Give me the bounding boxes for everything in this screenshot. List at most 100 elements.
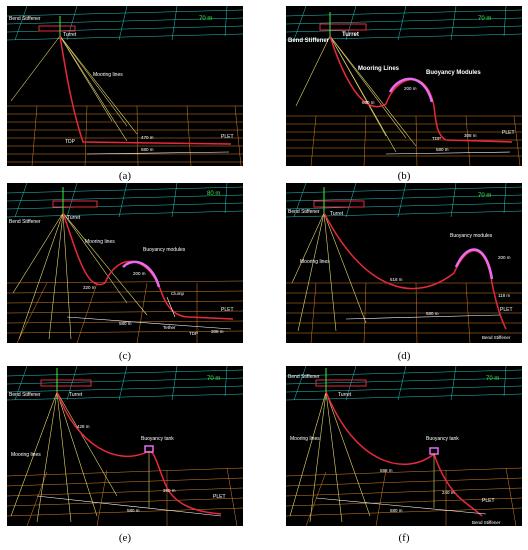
mooring-label: Mooring Lines bbox=[358, 66, 400, 72]
bend-stiffener-label-2: Bend Stiffener bbox=[482, 335, 511, 340]
depth-label: 80 m bbox=[207, 191, 220, 197]
surface-grid bbox=[286, 183, 522, 218]
depth-label: 70 m bbox=[478, 193, 491, 199]
tether-line bbox=[166, 296, 176, 318]
turret-label: Turret bbox=[63, 32, 77, 38]
clump-label: Clump bbox=[171, 291, 185, 296]
distance-label-2: 580 m bbox=[436, 147, 449, 152]
tether-label: Tether bbox=[163, 325, 176, 330]
distance-label-2: 580 m bbox=[426, 311, 439, 316]
mooring-label: Mooring lines bbox=[93, 72, 123, 78]
distance-label-2: 580 m bbox=[127, 508, 140, 513]
length-label-1: 588 m bbox=[380, 468, 393, 473]
buoyancy-modules-icon bbox=[454, 248, 494, 280]
riser-line bbox=[325, 391, 483, 517]
buoyancy-label: Buoyancy tank bbox=[141, 436, 174, 442]
turret-icon bbox=[52, 200, 98, 208]
distance-label-1: 350 m bbox=[163, 488, 176, 493]
depth-label: 70 m bbox=[478, 16, 491, 22]
buoyancy-label: Buoyancy modules bbox=[450, 233, 493, 239]
dimension-line bbox=[315, 497, 487, 515]
panel-d: 70 m Bend Stiffener Turret Mooring lines… bbox=[286, 183, 522, 343]
plet-label: PLET bbox=[221, 134, 234, 140]
bend-stiffener-label: Bend Stiffener bbox=[9, 392, 41, 398]
mooring-label: Mooring lines bbox=[290, 436, 320, 442]
mooring-label: Mooring lines bbox=[85, 239, 115, 245]
length-label-2: 200 m bbox=[133, 271, 146, 276]
turret-icon bbox=[313, 200, 365, 208]
buoyancy-modules-icon bbox=[122, 260, 161, 288]
length-label-2: 200 m bbox=[404, 86, 417, 91]
mooring-lines bbox=[10, 35, 138, 142]
seabed-grid bbox=[7, 105, 243, 166]
seabed-grid bbox=[286, 467, 522, 526]
distance-label-2: 580 m bbox=[390, 508, 403, 513]
riser-line bbox=[56, 391, 222, 515]
mooring-lines bbox=[10, 391, 118, 523]
bend-stiffener-label-2: Bend Stiffener bbox=[472, 520, 501, 525]
bend-stiffener-label: Bend Stiffener bbox=[288, 209, 320, 215]
bend-stiffener-label: Bend Stiffener bbox=[288, 38, 330, 44]
panel-b: 70 m Bend Stiffener Turret Mooring Lines… bbox=[286, 6, 522, 166]
turret-icon bbox=[319, 23, 367, 31]
turret-icon bbox=[40, 379, 92, 387]
distance-label-2: 580 m bbox=[119, 321, 132, 326]
riser-line bbox=[323, 212, 507, 330]
caption-e: (e) bbox=[118, 532, 132, 544]
plet-label: PLET bbox=[213, 494, 226, 500]
mooring-lines bbox=[289, 391, 371, 523]
surface-grid bbox=[7, 6, 243, 41]
dimension-line bbox=[86, 151, 230, 155]
length-label-1: 320 m bbox=[83, 285, 96, 290]
turret-label: Turret bbox=[342, 32, 359, 38]
dimension-line bbox=[66, 316, 232, 330]
mooring-label: Mooring lines bbox=[300, 259, 330, 265]
dimension-line bbox=[36, 495, 222, 517]
distance-label-1: 240 m bbox=[442, 490, 455, 495]
caption-f: (f) bbox=[398, 532, 410, 544]
dimension-line bbox=[345, 314, 501, 320]
buoyancy-label: Buoyancy tank bbox=[426, 436, 459, 442]
turret-icon bbox=[315, 379, 367, 387]
caption-d: (d) bbox=[397, 350, 411, 362]
buoyancy-label: Buoyancy modules bbox=[143, 247, 186, 253]
seabed-grid bbox=[7, 467, 243, 526]
buoyancy-label: Buoyancy Modules bbox=[426, 70, 481, 76]
buoyancy-modules-icon bbox=[388, 77, 434, 103]
bend-stiffener-label: Bend Stiffener bbox=[288, 374, 320, 380]
turret-label: Turret bbox=[69, 392, 83, 398]
mooring-label: Mooring lines bbox=[11, 452, 41, 458]
depth-label: 70 m bbox=[207, 376, 220, 382]
tdp-label: TDP bbox=[189, 331, 198, 336]
length-label-1: 518 m bbox=[390, 277, 403, 282]
plet-label: PLET bbox=[500, 307, 513, 313]
panel-f-scene: 70 m Bend Stiffener Turret Mooring lines… bbox=[286, 366, 522, 526]
panel-a: 70 m Bend Stiffener Turret Mooring lines… bbox=[7, 6, 243, 166]
seabed-grid bbox=[7, 280, 243, 343]
panel-c: 80 m Bend Stiffener Turret Mooring lines… bbox=[7, 183, 243, 343]
caption-b: (b) bbox=[397, 170, 411, 182]
bend-stiffener-label: Bend Stiffener bbox=[9, 16, 41, 22]
bend-stiffener-label: Bend Stiffener bbox=[9, 219, 41, 225]
plet-label: PLET bbox=[502, 130, 515, 136]
depth-label: 70 m bbox=[199, 16, 212, 22]
mooring-lines bbox=[295, 35, 417, 153]
plet-label: PLET bbox=[482, 498, 495, 504]
length-label-2: 200 m bbox=[498, 255, 511, 260]
caption-c: (c) bbox=[118, 350, 132, 362]
dimension-line bbox=[385, 151, 511, 155]
panel-d-scene: 70 m Bend Stiffener Turret Mooring lines… bbox=[286, 183, 522, 343]
length-label-1: 600 m bbox=[362, 100, 375, 105]
riser-line bbox=[59, 35, 232, 145]
turret-label: Turret bbox=[338, 392, 352, 398]
length-label-1: 428 m bbox=[77, 424, 90, 429]
plet-label: PLET bbox=[221, 307, 234, 313]
tdp-label: TDP bbox=[65, 139, 76, 145]
turret-icon bbox=[38, 25, 76, 32]
riser-line bbox=[329, 35, 513, 143]
surface-grid bbox=[286, 366, 522, 401]
distance-label-1: 308 m bbox=[464, 133, 477, 138]
distance-label-2: 580 m bbox=[141, 147, 154, 152]
panel-f: 70 m Bend Stiffener Turret Mooring lines… bbox=[286, 366, 522, 526]
length-label-3: 118 m bbox=[498, 293, 510, 298]
